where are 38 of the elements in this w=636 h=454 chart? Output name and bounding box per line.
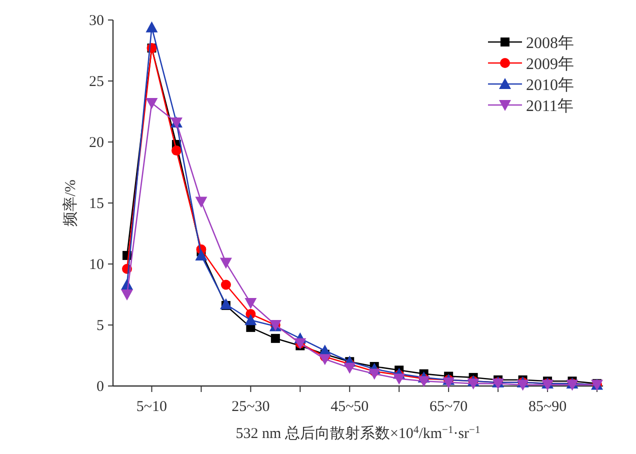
point: [220, 258, 232, 269]
x-tick-label: 65~70: [430, 399, 468, 415]
x-tick-label: 5~10: [136, 399, 168, 415]
point: [467, 378, 480, 390]
point: [442, 377, 455, 388]
y-tick-label: 25: [89, 74, 104, 90]
legend-label: 2008年: [526, 35, 574, 52]
point: [121, 290, 133, 300]
point: [393, 374, 406, 385]
x-tick-label: 25~30: [232, 399, 270, 415]
legend-label: 2009年: [526, 56, 574, 73]
point: [368, 368, 380, 380]
point: [492, 378, 504, 390]
point: [195, 196, 208, 208]
point: [244, 298, 257, 310]
point: [244, 314, 257, 326]
point: [516, 380, 529, 391]
y-axis-title: 频率/%: [62, 180, 79, 226]
y-tick-label: 0: [96, 379, 104, 395]
x-tick-label: 85~90: [528, 399, 567, 415]
x-axis-title: 532 nm 总后向散射系数×10$^{4}$/km$^{−1}$·sr$^{−1}$: [236, 424, 480, 442]
legend-label: 2010年: [526, 77, 574, 94]
point: [344, 362, 356, 374]
y-tick-label: 10: [89, 257, 104, 273]
y-tick-label: 15: [89, 196, 104, 212]
point: [318, 354, 331, 366]
point: [171, 146, 182, 156]
y-tick-label: 5: [96, 318, 104, 334]
y-tick-label: 20: [89, 135, 104, 151]
y-tick-label: 30: [89, 13, 104, 29]
point: [146, 21, 158, 32]
x-tick-label: 45~50: [330, 399, 369, 415]
point: [418, 376, 430, 388]
point: [220, 298, 232, 310]
legend-label: 2011年: [526, 98, 574, 115]
point: [270, 334, 280, 343]
point: [220, 280, 231, 290]
point: [146, 98, 158, 109]
